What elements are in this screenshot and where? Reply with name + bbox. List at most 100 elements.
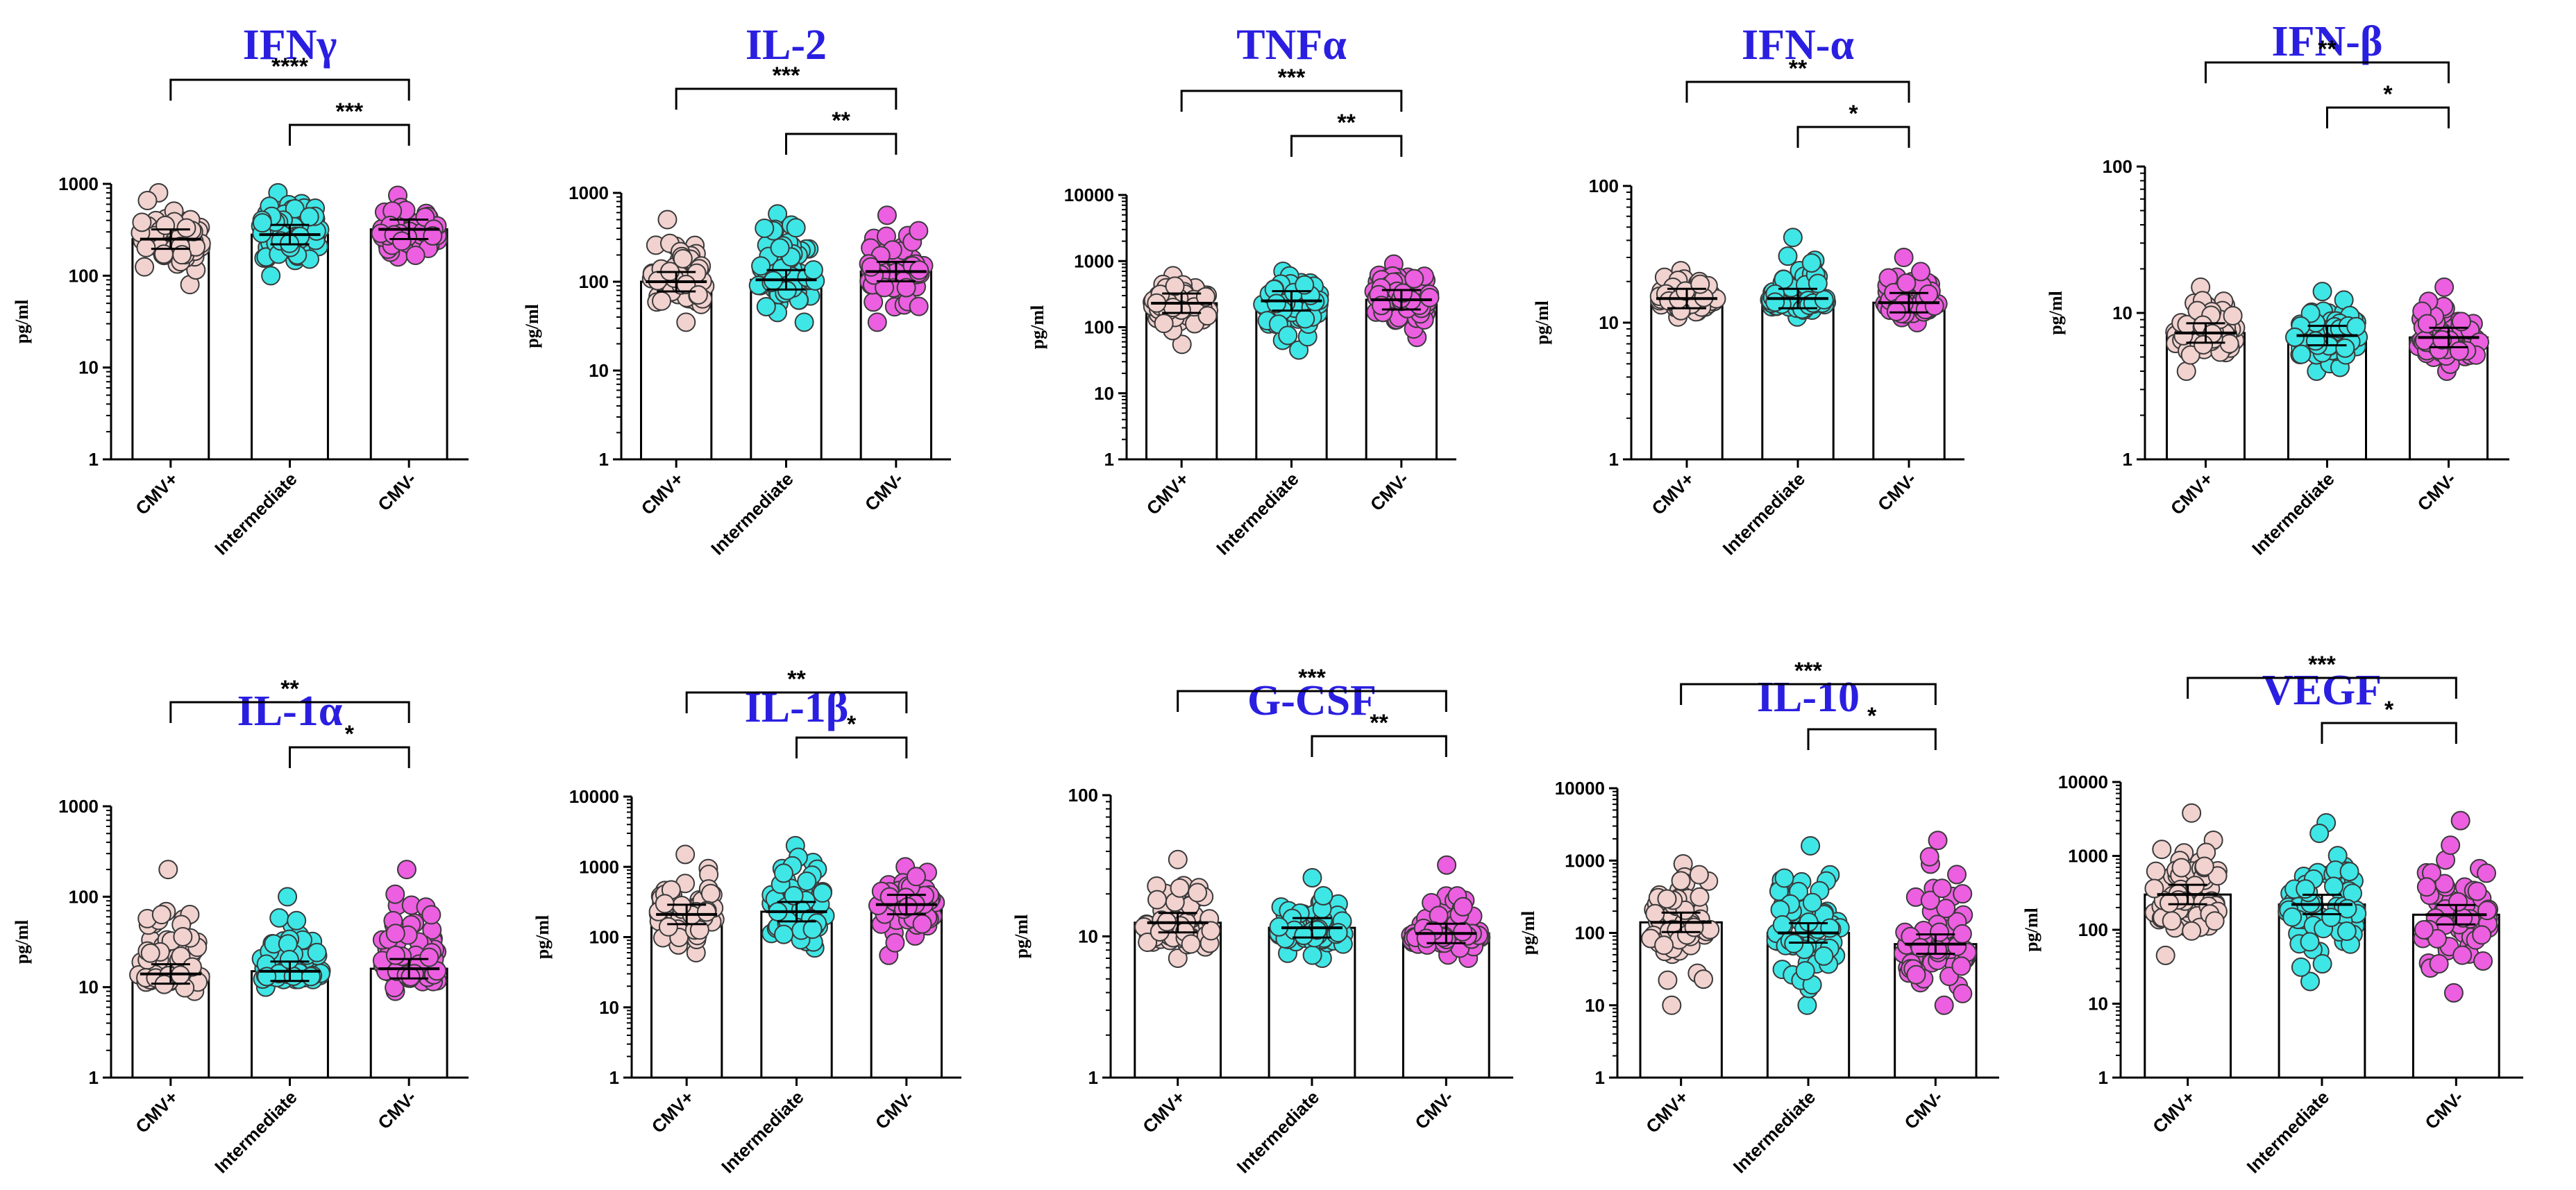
significance-bracket	[1807, 728, 1937, 750]
data-point	[2346, 316, 2366, 337]
data-point	[1147, 890, 1168, 910]
data-point	[2144, 878, 2164, 899]
data-point	[1693, 969, 1713, 989]
data-point	[136, 237, 156, 257]
data-point	[802, 919, 823, 940]
data-point	[688, 284, 708, 305]
y-tick-label: 1	[2123, 449, 2132, 470]
data-point	[2443, 983, 2464, 1003]
y-tick-label: 10	[1078, 926, 1098, 947]
data-point	[421, 905, 441, 925]
data-point	[385, 924, 405, 944]
data-point	[2451, 312, 2471, 332]
data-point	[2416, 877, 2436, 897]
y-tick-label: 10000	[1064, 185, 1114, 205]
data-point	[173, 926, 193, 946]
data-point	[385, 884, 405, 904]
data-point	[396, 860, 416, 880]
category-label: CMV-	[2421, 1087, 2467, 1133]
data-point	[172, 245, 192, 265]
y-axis-label: pg/ml	[2021, 908, 2042, 952]
significance-bracket	[1685, 80, 1910, 103]
data-point	[2300, 303, 2321, 323]
data-point	[1278, 325, 1298, 346]
data-point	[1920, 890, 1940, 910]
data-point	[1188, 883, 1208, 903]
panel-il-10: IL-10 pg/ml CMV+ Intermediate CMV- 1 10 100 1000…	[1518, 658, 1999, 1178]
data-point	[1928, 831, 1948, 851]
y-tick-label: 100	[579, 271, 609, 292]
data-point	[797, 871, 817, 891]
data-point	[2467, 881, 2487, 901]
data-point	[1181, 934, 1201, 954]
category-label: Intermediate	[210, 1087, 301, 1178]
data-point	[2449, 341, 2469, 361]
data-point	[812, 883, 832, 903]
data-point	[252, 213, 272, 233]
y-tick-label: 10	[1585, 995, 1605, 1016]
data-point	[2335, 338, 2355, 358]
significance-bracket	[2205, 61, 2450, 83]
data-point	[1930, 922, 1950, 942]
data-point	[2182, 803, 2202, 823]
data-point	[673, 248, 693, 269]
data-point	[1313, 885, 1333, 906]
data-point	[1952, 924, 1972, 944]
y-tick-label: 100	[1068, 785, 1098, 806]
data-point	[877, 205, 897, 226]
y-tick-label: 10000	[569, 786, 619, 807]
category-label: CMV+	[1143, 468, 1193, 519]
data-point	[2291, 957, 2311, 977]
y-axis-label: pg/ml	[12, 920, 32, 964]
data-point	[2312, 282, 2332, 302]
panel-ifn: IFNγ pg/ml CMV+ Intermediate CMV- 1 10 100 1000 *…	[12, 22, 469, 559]
data-point	[278, 887, 298, 907]
data-point	[2432, 330, 2452, 350]
data-point	[2146, 861, 2166, 881]
data-point	[1953, 983, 1973, 1003]
data-point	[898, 896, 918, 917]
y-tick-label: 10	[589, 360, 609, 381]
category-label: Intermediate	[2243, 1087, 2334, 1178]
y-tick-label: 1	[2098, 1067, 2108, 1088]
data-point	[756, 296, 776, 316]
data-point	[2223, 305, 2243, 325]
data-point	[423, 226, 443, 246]
significance-label: ***	[2308, 652, 2336, 678]
panel-title: IL-1α	[237, 688, 343, 735]
data-point	[1772, 915, 1792, 935]
data-point	[2155, 945, 2175, 965]
category-label: CMV-	[1900, 1087, 1946, 1133]
panel-title: VEGF	[2262, 667, 2382, 714]
data-point	[786, 218, 806, 238]
data-point	[137, 191, 158, 211]
data-point	[2477, 863, 2497, 883]
data-point	[1894, 248, 1914, 268]
y-tick-label: 1	[599, 449, 609, 470]
significance-label: ***	[773, 62, 800, 89]
category-label: Intermediate	[2248, 468, 2339, 559]
category-label: CMV+	[1647, 468, 1698, 519]
data-point	[675, 844, 696, 865]
y-tick-label: 1000	[1074, 250, 1114, 271]
data-point	[392, 231, 412, 251]
data-point	[2162, 911, 2182, 931]
significance-label: **	[1337, 110, 1356, 136]
data-point	[700, 883, 721, 903]
data-point	[1453, 896, 1473, 917]
data-point	[652, 291, 672, 311]
data-point	[2448, 892, 2468, 912]
data-point	[1814, 946, 1834, 966]
data-point	[1170, 878, 1190, 898]
category-label: CMV+	[2166, 468, 2217, 519]
data-point	[1657, 889, 1677, 909]
y-axis-label: pg/ml	[1011, 915, 1032, 959]
data-point	[1797, 995, 1817, 1015]
data-point	[1778, 246, 1798, 266]
data-point	[1795, 961, 1815, 981]
y-tick-label: 10000	[1555, 778, 1605, 799]
significance-label: ***	[335, 99, 363, 125]
data-point	[784, 885, 804, 906]
y-axis-label: pg/ml	[2046, 291, 2066, 335]
